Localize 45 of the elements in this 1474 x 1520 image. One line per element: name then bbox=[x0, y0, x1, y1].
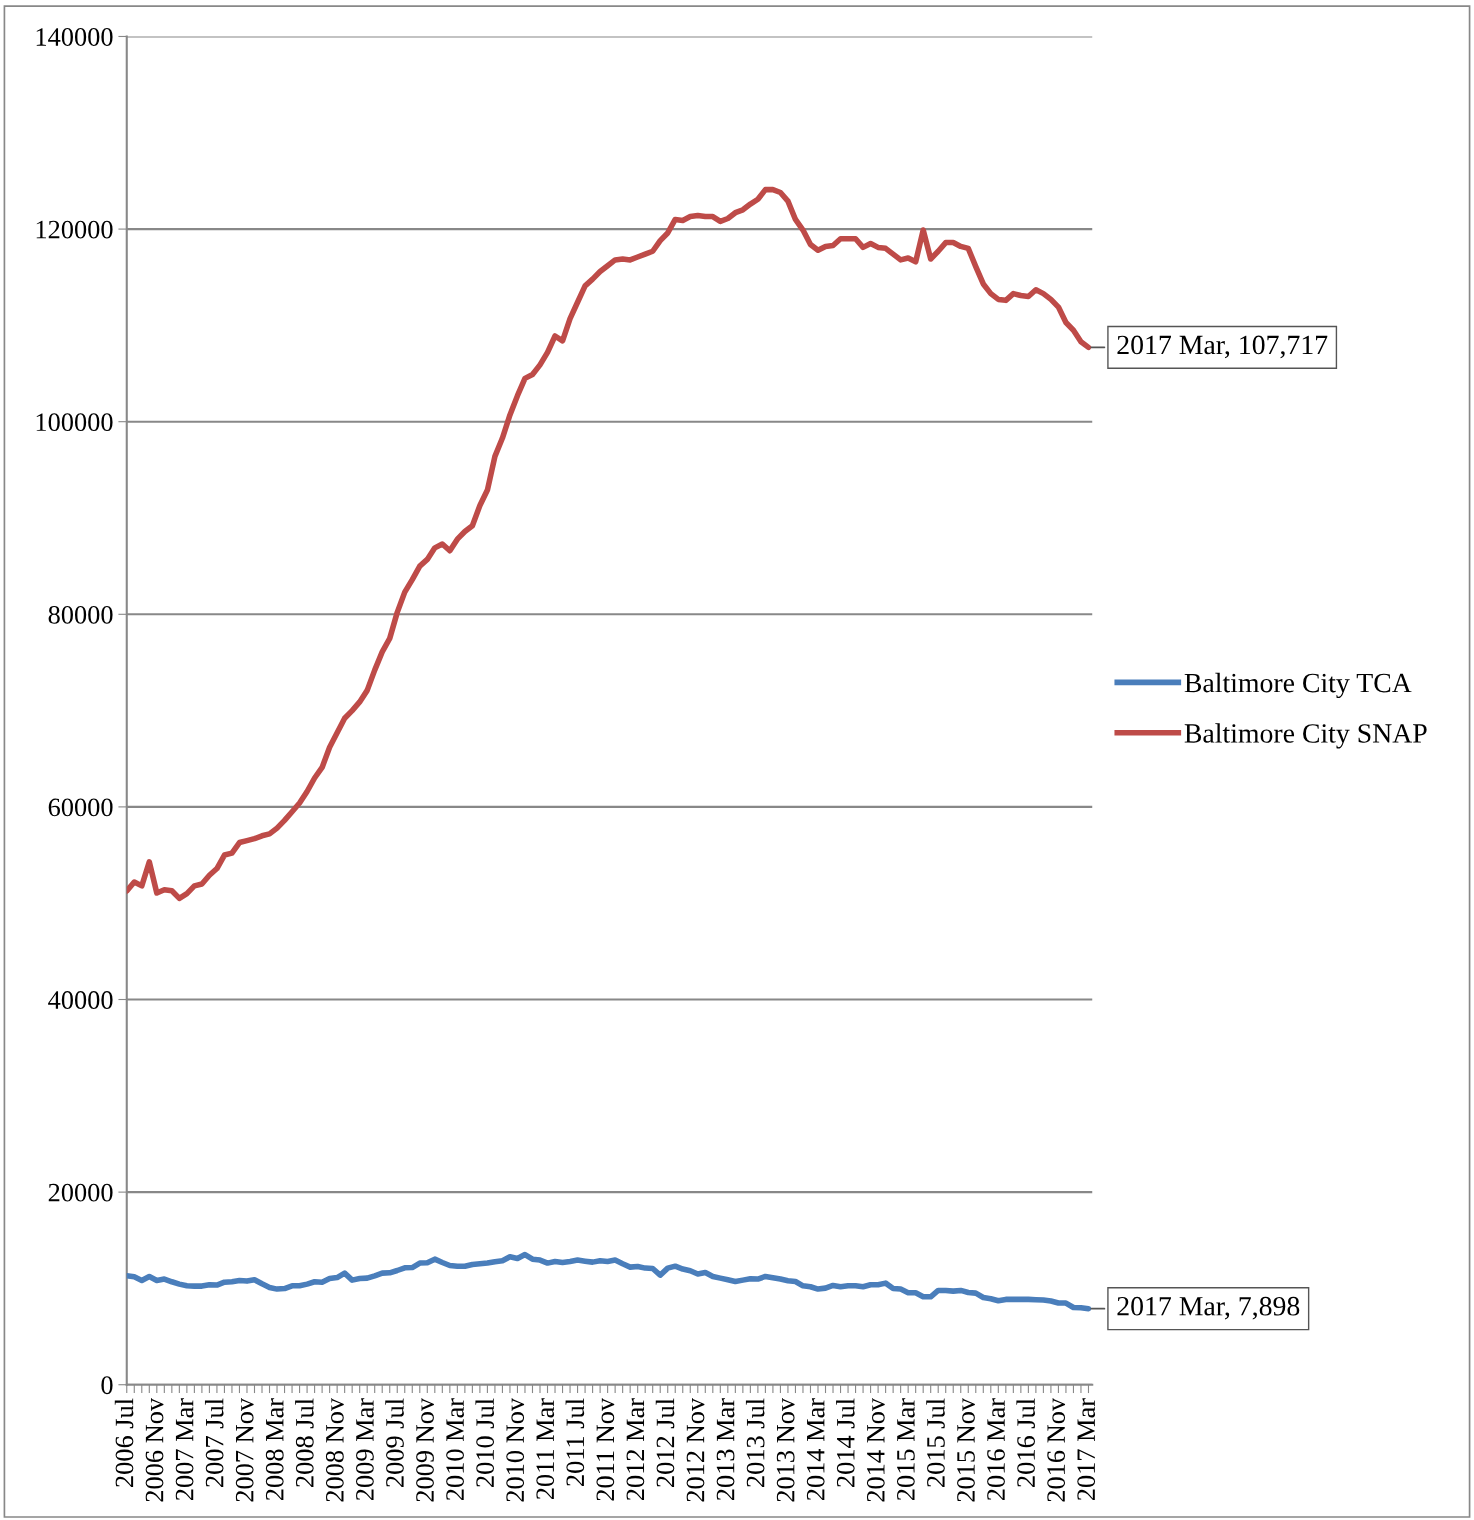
x-tick-label: 2013 Jul bbox=[745, 1398, 765, 1487]
x-tick-label: 2007 Mar bbox=[175, 1398, 194, 1501]
legend-label: Baltimore City TCA bbox=[1184, 672, 1412, 699]
x-tick-label: 2012 Mar bbox=[626, 1398, 645, 1501]
y-tick-label: 0 bbox=[101, 1376, 113, 1395]
x-tick-label: 2006 Jul bbox=[114, 1398, 134, 1487]
y-tick-label: 100000 bbox=[36, 413, 113, 432]
x-tick-label: 2008 Jul bbox=[295, 1398, 314, 1487]
x-tick-label: 2014 Nov bbox=[866, 1397, 885, 1502]
x-tick-label: 2012 Nov bbox=[686, 1397, 705, 1502]
x-tick-label: 2014 Mar bbox=[806, 1398, 825, 1501]
legend-label: Baltimore City SNAP bbox=[1184, 723, 1427, 749]
x-tick-label: 2015 Mar bbox=[896, 1398, 915, 1501]
y-tick-label: 80000 bbox=[48, 605, 113, 624]
y-tick-label: 120000 bbox=[36, 220, 113, 239]
x-tick-label: 2007 Jul bbox=[204, 1398, 224, 1487]
x-tick-label: 2007 Nov bbox=[235, 1397, 254, 1502]
x-tick-label: 2010 Jul bbox=[475, 1398, 495, 1487]
y-tick-label: 60000 bbox=[48, 798, 113, 817]
x-tick-label: 2016 Jul bbox=[1016, 1398, 1035, 1487]
annotation: 2017 Mar, 107,717 bbox=[1117, 335, 1328, 359]
x-tick-label: 2011 Mar bbox=[536, 1398, 555, 1500]
x-tick-label: 2009 Mar bbox=[355, 1398, 374, 1501]
x-tick-label: 2008 Mar bbox=[265, 1398, 284, 1501]
x-tick-label: 2016 Nov bbox=[1047, 1397, 1066, 1502]
x-tick-label: 2006 Nov bbox=[145, 1397, 164, 1502]
x-tick-label: 2015 Jul bbox=[926, 1398, 945, 1487]
x-tick-label: 2013 Mar bbox=[716, 1398, 735, 1501]
x-tick-label: 2016 Mar bbox=[987, 1398, 1005, 1501]
x-tick-label: 2012 Jul bbox=[655, 1398, 675, 1487]
y-tick-label: 40000 bbox=[48, 991, 113, 1009]
x-tick-label: 2009 Nov bbox=[416, 1397, 434, 1502]
x-tick-label: 2008 Nov bbox=[325, 1397, 344, 1502]
x-tick-label: 2014 Jul bbox=[836, 1398, 855, 1487]
x-tick-label: 2011 Nov bbox=[596, 1397, 615, 1501]
annotation: 2017 Mar, 7,898 bbox=[1117, 1296, 1300, 1320]
x-tick-label: 2013 Nov bbox=[776, 1397, 795, 1502]
x-tick-label: 2015 Nov bbox=[957, 1397, 975, 1502]
y-tick-label: 140000 bbox=[36, 28, 113, 46]
y-tick-label: 20000 bbox=[48, 1183, 113, 1202]
x-tick-label: 2011 Jul bbox=[565, 1398, 585, 1486]
x-tick-label: 2010 Nov bbox=[506, 1397, 525, 1502]
x-tick-label: 2009 Jul bbox=[385, 1398, 404, 1487]
x-tick-label: 2010 Mar bbox=[446, 1398, 464, 1501]
x-tick-label: 2017 Mar bbox=[1077, 1398, 1096, 1501]
